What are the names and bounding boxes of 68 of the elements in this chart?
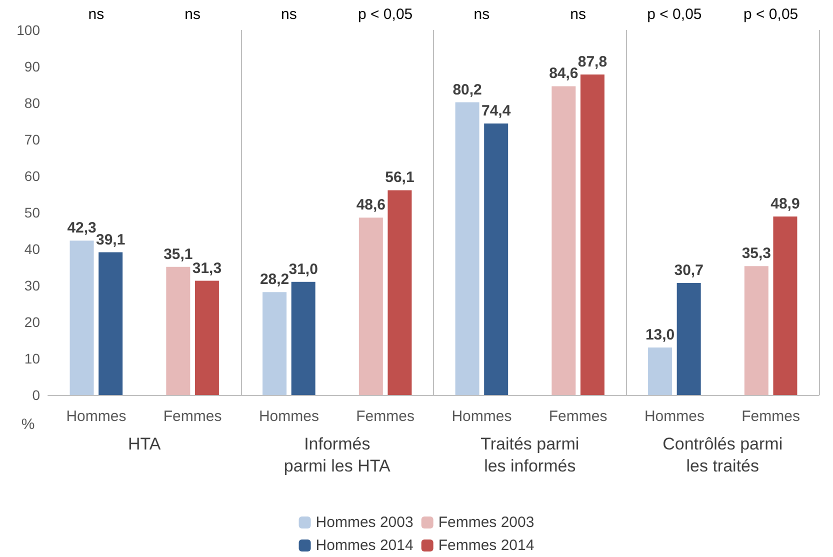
y-tick-label: 70 (24, 132, 40, 148)
bar (358, 218, 383, 395)
x-tick-label: Hommes (644, 408, 704, 425)
data-label: 80,2 (452, 81, 482, 98)
x-tick-label: Femmes (742, 408, 800, 425)
data-label: 84,6 (549, 65, 578, 82)
bar (166, 266, 190, 395)
data-label: 87,8 (578, 54, 608, 71)
y-tick-label: 20 (24, 314, 40, 330)
y-tick-label: 0 (32, 387, 40, 403)
data-label: 28,2 (260, 271, 290, 288)
x-tick-label: Femmes (356, 408, 414, 425)
data-label: 13,0 (645, 326, 675, 344)
data-label: 48,9 (770, 196, 800, 213)
text: HTA (128, 434, 162, 454)
data-label: 48,6 (356, 196, 386, 214)
bar (455, 102, 480, 395)
text: ns (184, 6, 200, 23)
y-tick-label: 90 (24, 58, 40, 74)
bar (773, 216, 798, 395)
text: ns (570, 6, 586, 23)
legend-label: Femmes 2003 (438, 514, 534, 531)
bar (194, 280, 219, 395)
legend-label: Hommes 2003 (316, 514, 414, 531)
bar (262, 292, 287, 395)
y-tick-label: 40 (24, 241, 40, 257)
x-tick-label: Hommes (452, 408, 512, 425)
bar (484, 123, 508, 395)
text: p < 0,05 (743, 6, 798, 23)
text: ns (281, 6, 297, 23)
text: ns (88, 6, 104, 23)
y-tick-label: 60 (24, 168, 40, 184)
bar (388, 190, 412, 395)
x-tick-label: Femmes (548, 408, 608, 425)
data-label: 30,7 (674, 262, 704, 279)
data-label: 35,1 (164, 246, 193, 263)
bar (70, 240, 94, 395)
y-tick-label: 10 (24, 350, 40, 366)
text: p < 0,05 (358, 6, 413, 23)
bar (552, 86, 576, 395)
text: ns (474, 6, 490, 23)
data-label: 56,1 (385, 169, 414, 186)
data-label: 31,3 (192, 260, 222, 277)
legend-label: Hommes 2014 (316, 537, 414, 554)
bar (744, 266, 768, 395)
bar (648, 348, 672, 395)
y-axis-title: % (21, 416, 35, 433)
bar (580, 74, 604, 395)
text: Contrôlés parmi les traités (662, 434, 783, 476)
data-label: 74,4 (481, 102, 512, 120)
y-tick-label: 80 (24, 95, 40, 111)
bar (291, 282, 316, 395)
y-tick-label: 50 (24, 204, 40, 220)
text: Informés parmi les HTA (284, 434, 391, 476)
data-label: 31,0 (288, 260, 318, 278)
data-label: 42,3 (67, 220, 96, 237)
data-label: 39,1 (96, 231, 126, 248)
x-tick-label: Hommes (258, 408, 319, 425)
x-tick-label: Femmes (163, 408, 222, 425)
text: Traités parmi les informés (480, 434, 580, 476)
bar (98, 252, 123, 395)
y-tick-label: 30 (24, 278, 40, 294)
bar (676, 282, 701, 395)
text: p < 0,05 (647, 6, 702, 23)
y-tick-label: 100 (16, 22, 40, 38)
legend-label: Femmes 2014 (438, 537, 534, 554)
x-tick-label: Hommes (66, 408, 126, 425)
data-label: 35,3 (742, 245, 772, 262)
